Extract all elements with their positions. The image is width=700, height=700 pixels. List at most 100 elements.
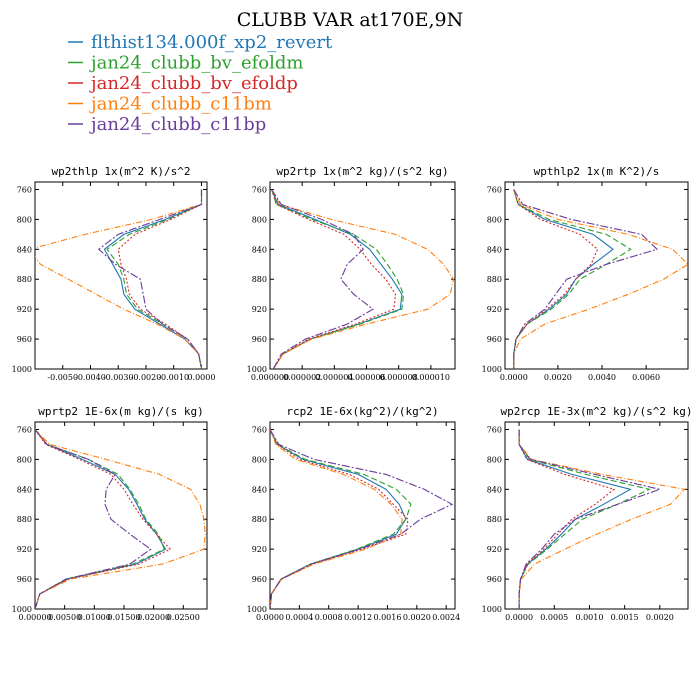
y-tick-label: 880 bbox=[252, 275, 267, 284]
legend-item: jan24_clubb_bv_efoldm bbox=[68, 53, 303, 74]
series-line bbox=[106, 189, 203, 369]
series-line bbox=[518, 429, 686, 609]
x-tick-label: 0.0000 bbox=[500, 373, 528, 382]
y-tick-label: 920 bbox=[487, 545, 502, 554]
y-tick-label: 760 bbox=[17, 425, 32, 434]
legend-item: jan24_clubb_c11bp bbox=[68, 114, 266, 135]
y-tick-label: 1000 bbox=[247, 605, 267, 614]
x-tick-label: 0.000000 bbox=[251, 373, 289, 382]
plot-frame bbox=[34, 181, 208, 370]
x-tick-label: 0.0000 bbox=[505, 613, 533, 622]
legend-label: flthist134.000f_xp2_revert bbox=[91, 32, 333, 53]
plot-frame bbox=[34, 421, 208, 610]
series-line bbox=[270, 429, 407, 609]
y-tick-label: 960 bbox=[252, 335, 267, 344]
y-tick-label: 1000 bbox=[482, 365, 502, 374]
x-tick-label: 0.0004 bbox=[285, 613, 313, 622]
y-tick-label: 920 bbox=[17, 305, 32, 314]
x-tick-label: 0.0000 bbox=[256, 613, 284, 622]
x-tick-label: 0.000004 bbox=[315, 373, 353, 382]
y-tick-label: 960 bbox=[17, 335, 32, 344]
y-tick-label: 920 bbox=[487, 305, 502, 314]
y-tick-label: 920 bbox=[17, 545, 32, 554]
series-line bbox=[513, 189, 688, 369]
y-tick-label: 960 bbox=[252, 575, 267, 584]
chart-panels: wp2thlp 1x(m^2 K)/s^2 760 800 840 880 920 960 1… bbox=[12, 165, 693, 622]
y-tick-label: 960 bbox=[487, 335, 502, 344]
x-tick-label: 0.0020 bbox=[544, 373, 572, 382]
x-tick-label: 0.00500 bbox=[48, 613, 81, 622]
series-line bbox=[270, 429, 409, 609]
y-tick-label: 880 bbox=[487, 275, 502, 284]
y-tick-label: 800 bbox=[252, 215, 267, 224]
series-line bbox=[513, 189, 599, 369]
y-tick-label: 840 bbox=[487, 485, 502, 494]
x-tick-label: 0.0000 bbox=[187, 373, 215, 382]
panel-title: rcp2 1E-6x(kg^2)/(kg^2) bbox=[286, 405, 438, 418]
x-tick-label: 0.0015 bbox=[611, 613, 639, 622]
series-line bbox=[518, 429, 662, 609]
series-line bbox=[271, 189, 405, 369]
series-line bbox=[271, 189, 397, 369]
x-tick-label: 0.00000 bbox=[18, 613, 51, 622]
x-tick-label: 0.000010 bbox=[412, 373, 450, 382]
legend: flthist134.000f_xp2_revertjan24_clubb_bv… bbox=[68, 32, 333, 135]
y-tick-label: 760 bbox=[17, 185, 32, 194]
series-line bbox=[271, 189, 403, 369]
series-line bbox=[513, 189, 632, 369]
panel-title: wp2thlp 1x(m^2 K)/s^2 bbox=[51, 165, 190, 178]
x-tick-label: -0.0050 bbox=[47, 373, 78, 382]
series-line bbox=[513, 189, 614, 369]
chart-panel: wprtp2 1E-6x(m kg)/(s kg) 760 800 840 880 920… bbox=[12, 405, 208, 622]
series-line bbox=[513, 189, 659, 369]
x-tick-label: 0.0020 bbox=[403, 613, 431, 622]
y-tick-label: 840 bbox=[252, 485, 267, 494]
x-tick-label: 0.000006 bbox=[347, 373, 385, 382]
y-tick-label: 800 bbox=[487, 455, 502, 464]
panel-title: wpthlp2 1x(m K^2)/s bbox=[534, 165, 660, 178]
series-line bbox=[518, 429, 651, 609]
y-tick-label: 800 bbox=[252, 455, 267, 464]
y-tick-label: 880 bbox=[17, 275, 32, 284]
series-line bbox=[518, 429, 616, 609]
plot-frame bbox=[504, 421, 689, 610]
series-line bbox=[270, 429, 403, 609]
legend-label: jan24_clubb_bv_efoldm bbox=[89, 53, 303, 74]
y-tick-label: 880 bbox=[487, 515, 502, 524]
chart-panel: rcp2 1E-6x(kg^2)/(kg^2) 760 800 840 880 920 96… bbox=[247, 405, 461, 622]
chart-panel: wp2rtp 1x(m^2 kg)/(s^2 kg) 760 800 840 880 92… bbox=[247, 165, 456, 382]
plot-frame bbox=[269, 181, 456, 370]
y-tick-label: 800 bbox=[17, 215, 32, 224]
x-tick-label: -0.0020 bbox=[131, 373, 162, 382]
plot-frame bbox=[269, 421, 456, 610]
x-tick-label: -0.0030 bbox=[103, 373, 134, 382]
y-tick-label: 880 bbox=[252, 515, 267, 524]
x-tick-label: 0.0020 bbox=[646, 613, 674, 622]
y-tick-label: 960 bbox=[487, 575, 502, 584]
y-tick-label: 800 bbox=[17, 455, 32, 464]
y-tick-label: 760 bbox=[252, 185, 267, 194]
y-tick-label: 1000 bbox=[247, 365, 267, 374]
x-tick-label: 0.0016 bbox=[373, 613, 401, 622]
legend-label: jan24_clubb_c11bm bbox=[89, 94, 272, 115]
legend-label: jan24_clubb_c11bp bbox=[89, 114, 266, 135]
series-line bbox=[35, 429, 152, 609]
y-tick-label: 920 bbox=[252, 545, 267, 554]
y-tick-label: 760 bbox=[252, 425, 267, 434]
y-tick-label: 800 bbox=[487, 215, 502, 224]
series-line bbox=[35, 189, 203, 369]
series-line bbox=[35, 429, 206, 609]
x-tick-label: -0.0010 bbox=[158, 373, 189, 382]
y-tick-label: 1000 bbox=[12, 605, 32, 614]
series-line bbox=[270, 429, 412, 609]
legend-item: jan24_clubb_c11bm bbox=[68, 94, 272, 115]
panel-title: wp2rcp 1E-3x(m^2 kg)/(s^2 kg) bbox=[500, 405, 692, 418]
y-tick-label: 840 bbox=[487, 245, 502, 254]
x-tick-label: 0.0008 bbox=[315, 613, 343, 622]
x-tick-label: 0.0010 bbox=[575, 613, 603, 622]
x-tick-label: 0.0012 bbox=[344, 613, 372, 622]
x-tick-label: 0.01500 bbox=[107, 613, 140, 622]
chart-panel: wp2rcp 1E-3x(m^2 kg)/(s^2 kg) 760 800 840 88… bbox=[482, 405, 693, 622]
x-tick-label: 0.0060 bbox=[632, 373, 660, 382]
